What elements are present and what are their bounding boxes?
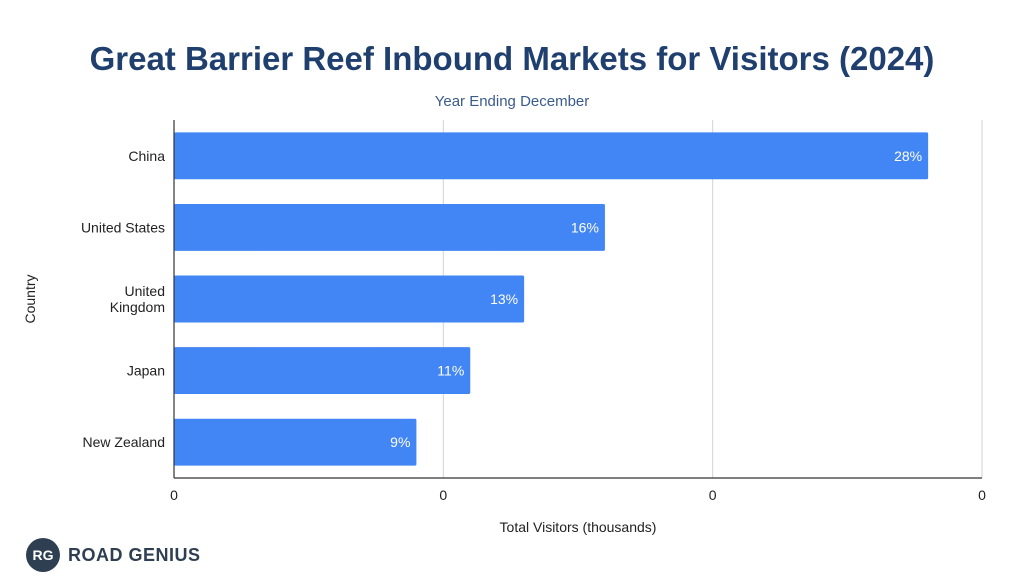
x-tick-label: 0 — [439, 487, 447, 503]
brand-logo: RG ROAD GENIUS — [26, 537, 201, 573]
bar — [174, 132, 929, 180]
category-label: United States — [81, 219, 165, 235]
x-tick-label: 0 — [709, 487, 717, 503]
x-tick-label: 0 — [170, 487, 178, 503]
bar — [174, 418, 417, 466]
data-label: 16% — [571, 219, 599, 235]
category-label: China — [128, 148, 165, 164]
data-label: 9% — [390, 434, 410, 450]
data-label: 13% — [490, 291, 518, 307]
brand-badge: RG — [26, 538, 60, 572]
y-axis-title: Country — [22, 274, 38, 323]
brand-name: ROAD GENIUS — [68, 544, 201, 565]
chart-subtitle: Year Ending December — [434, 93, 590, 110]
data-label: 28% — [894, 148, 922, 164]
category-label: United — [125, 283, 165, 299]
category-label: New Zealand — [83, 434, 166, 450]
bar — [174, 275, 525, 323]
bar — [174, 203, 605, 251]
bar — [174, 347, 471, 395]
x-tick-label: 0 — [978, 487, 986, 503]
data-label: 11% — [437, 363, 464, 379]
category-label: Kingdom — [110, 299, 165, 315]
x-axis-title: Total Visitors (thousands) — [500, 519, 657, 535]
chart-title: Great Barrier Reef Inbound Markets for V… — [89, 40, 935, 77]
category-label: Japan — [127, 363, 165, 379]
